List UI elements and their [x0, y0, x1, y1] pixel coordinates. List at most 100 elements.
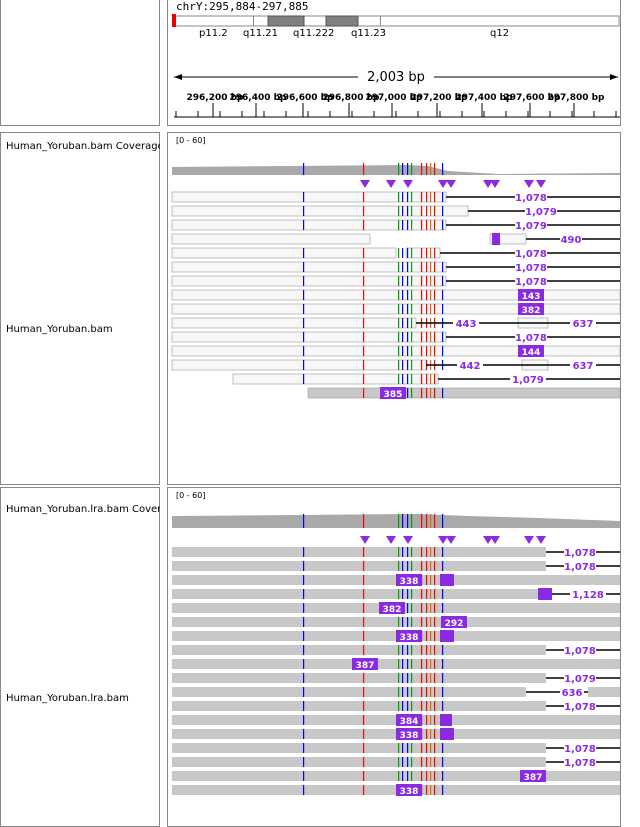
track1-data-panel[interactable]: [0 - 60] 1,078 1,079 1,079 490 1,078 1,078 1,0…	[167, 132, 621, 485]
read-row: 1,079	[171, 205, 620, 218]
ruler-tick-label: 296,600 bp	[276, 93, 334, 103]
read-mismatch	[434, 771, 436, 781]
label-bg	[515, 262, 547, 272]
read-mismatch	[402, 659, 404, 669]
read-mismatch	[407, 743, 409, 753]
read-mismatch	[402, 304, 404, 314]
read-mismatch	[407, 290, 409, 300]
aligned-read	[172, 561, 546, 571]
read-row: 1,079	[232, 373, 620, 386]
coverage-track-name[interactable]: Human_Yoruban.lra.bam Coverage	[6, 504, 160, 515]
insertion-box	[440, 574, 454, 586]
read-mismatch	[434, 603, 436, 613]
read-mismatch	[430, 645, 432, 655]
alignment-track-name[interactable]: Human_Yoruban.lra.bam	[6, 693, 129, 704]
read-mismatch	[442, 262, 444, 272]
insertion-box	[440, 728, 454, 740]
read-mismatch	[407, 617, 409, 627]
band-q11.222	[325, 15, 359, 27]
read-mismatch	[434, 248, 436, 258]
read-mismatch	[411, 547, 413, 557]
track1-svg[interactable]: 1,0781,0791,0794901,0781,0781,0781433824…	[168, 133, 621, 485]
read-mismatch	[363, 645, 365, 655]
insertion-size-label: 143	[522, 292, 541, 302]
read-mismatch	[411, 603, 413, 613]
track2-svg[interactable]: 1,078 1,078 338 1,128 382 292 338 1,078 387 1,079…	[168, 488, 621, 827]
locus-label: chrY:295,884-297,885	[176, 0, 309, 13]
read-mismatch	[398, 547, 400, 557]
read-row: 1,128	[172, 588, 620, 601]
read-mismatch	[363, 589, 365, 599]
read-mismatch	[411, 290, 413, 300]
deletion-size-label: 1,079	[515, 221, 547, 232]
read-row: 1,078	[172, 757, 620, 769]
read-mismatch	[402, 687, 404, 697]
insertion-box	[492, 233, 500, 245]
read-mismatch	[411, 617, 413, 627]
header-name-panel	[0, 0, 160, 126]
read-mismatch	[434, 374, 436, 384]
read-mismatch	[434, 701, 436, 711]
insertion-marker	[524, 180, 534, 188]
read-mismatch	[363, 771, 365, 781]
read-mismatch	[430, 561, 432, 571]
read-mismatch	[426, 332, 428, 342]
aligned-read	[172, 687, 526, 697]
read-mismatch	[426, 673, 428, 683]
read-mismatch	[421, 603, 423, 613]
insertion-box	[380, 387, 406, 399]
read-mismatch	[426, 785, 428, 795]
read-mismatch	[434, 332, 436, 342]
read-mismatch	[434, 220, 436, 230]
read-mismatch	[426, 220, 428, 230]
aligned-read	[172, 589, 550, 599]
read-mismatch	[411, 304, 413, 314]
insertion-marker	[446, 180, 456, 188]
ideogram-and-ruler[interactable]: p11.2 q11.21 q11.222 q11.23 q12 2,003 bp…	[168, 0, 621, 126]
read-mismatch	[434, 206, 436, 216]
label-bg	[515, 248, 547, 258]
track1-name-panel[interactable]: Human_Yoruban.bam Coverage Human_Yoruban…	[0, 132, 160, 485]
read-mismatch	[402, 192, 404, 202]
read-mismatch	[363, 332, 365, 342]
read-mismatch	[398, 360, 400, 370]
insertion-marker	[483, 180, 493, 188]
read-mismatch	[363, 757, 365, 767]
read-mismatch	[434, 388, 436, 398]
read-mismatch	[421, 360, 423, 370]
read-mismatch	[402, 332, 404, 342]
read-mismatch	[430, 262, 432, 272]
read-mismatch	[442, 687, 444, 697]
ruler-tick-label: 297,800 bp	[547, 93, 605, 103]
read-row: 1,078	[172, 561, 620, 573]
read-row: 1,078	[171, 261, 620, 274]
read-mismatch	[398, 206, 400, 216]
read-mismatch	[426, 262, 428, 272]
insertion-marker	[490, 180, 500, 188]
read-mismatch	[421, 771, 423, 781]
read-mismatch	[411, 388, 413, 398]
read-mismatch	[407, 603, 409, 613]
insertion-box	[396, 714, 422, 726]
coverage-histogram	[172, 165, 620, 175]
label-bg	[525, 206, 557, 216]
track2-name-panel[interactable]: Human_Yoruban.lra.bam Coverage Human_Yor…	[0, 487, 160, 827]
insertion-marker	[483, 536, 493, 544]
read-mismatch	[434, 561, 436, 571]
read-mismatch	[421, 547, 423, 557]
read-mismatch	[407, 346, 409, 356]
read-mismatch	[430, 346, 432, 356]
insertion-box	[396, 630, 422, 642]
read-mismatch	[363, 631, 365, 641]
track2-data-panel[interactable]: [0 - 60] 1,078 1,078 338 1,128 382 292 338 1,07…	[167, 487, 621, 827]
read-mismatch	[363, 304, 365, 314]
read-mismatch	[303, 603, 305, 613]
read-mismatch	[434, 729, 436, 739]
read-mismatch	[407, 645, 409, 655]
alignment-track-name[interactable]: Human_Yoruban.bam	[6, 324, 113, 335]
read-mismatch	[442, 757, 444, 767]
band-label: q11.222	[293, 28, 334, 39]
read-mismatch	[421, 617, 423, 627]
coverage-track-name[interactable]: Human_Yoruban.bam Coverage	[6, 141, 160, 152]
read-row: 1,078	[172, 645, 620, 657]
